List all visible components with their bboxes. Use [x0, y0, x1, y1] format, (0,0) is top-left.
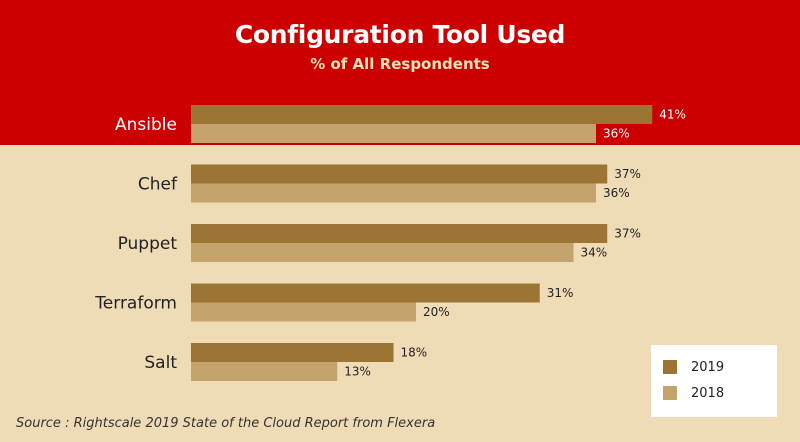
- bar-ansible-2018: [191, 124, 596, 143]
- category-label-chef: Chef: [138, 175, 178, 195]
- category-label-terraform: Terraform: [94, 294, 177, 314]
- legend-label-2019: 2019: [691, 359, 725, 375]
- chart-subtitle: % of All Respondents: [310, 55, 490, 73]
- bar-terraform-2018: [191, 302, 416, 322]
- legend: 2019 2018: [651, 345, 777, 417]
- value-label-puppet-2019: 37%: [614, 227, 641, 241]
- category-label-salt: Salt: [144, 353, 177, 373]
- category-label-ansible: Ansible: [115, 115, 177, 135]
- value-label-terraform-2019: 31%: [547, 286, 574, 300]
- legend-swatch-2019: [663, 360, 677, 374]
- bar-salt-2018: [191, 362, 338, 381]
- bar-chef-2019: [191, 164, 608, 184]
- legend-label-2018: 2018: [691, 385, 725, 401]
- legend-swatch-2018: [663, 386, 677, 400]
- bar-ansible-2019: [191, 105, 653, 124]
- value-label-ansible-2019: 41%: [659, 108, 686, 122]
- bar-puppet-2019: [191, 224, 608, 243]
- legend-item-2019: 2019: [663, 359, 724, 375]
- bar-terraform-2019: [191, 283, 540, 303]
- value-label-ansible-2018: 36%: [603, 127, 630, 141]
- legend-item-2018: 2018: [663, 385, 724, 401]
- bar-chef-2018: [191, 183, 596, 203]
- value-label-chef-2018: 36%: [603, 186, 630, 200]
- bar-puppet-2018: [191, 243, 574, 262]
- bar-salt-2019: [191, 343, 394, 362]
- category-label-puppet: Puppet: [118, 234, 178, 254]
- value-label-puppet-2018: 34%: [581, 246, 608, 260]
- value-label-salt-2018: 13%: [344, 365, 371, 379]
- value-label-terraform-2018: 20%: [423, 305, 450, 319]
- chart-title: Configuration Tool Used: [234, 20, 566, 49]
- value-label-chef-2019: 37%: [614, 167, 641, 181]
- source-note: Source : Rightscale 2019 State of the Cl…: [16, 416, 436, 431]
- value-label-salt-2019: 18%: [401, 346, 428, 360]
